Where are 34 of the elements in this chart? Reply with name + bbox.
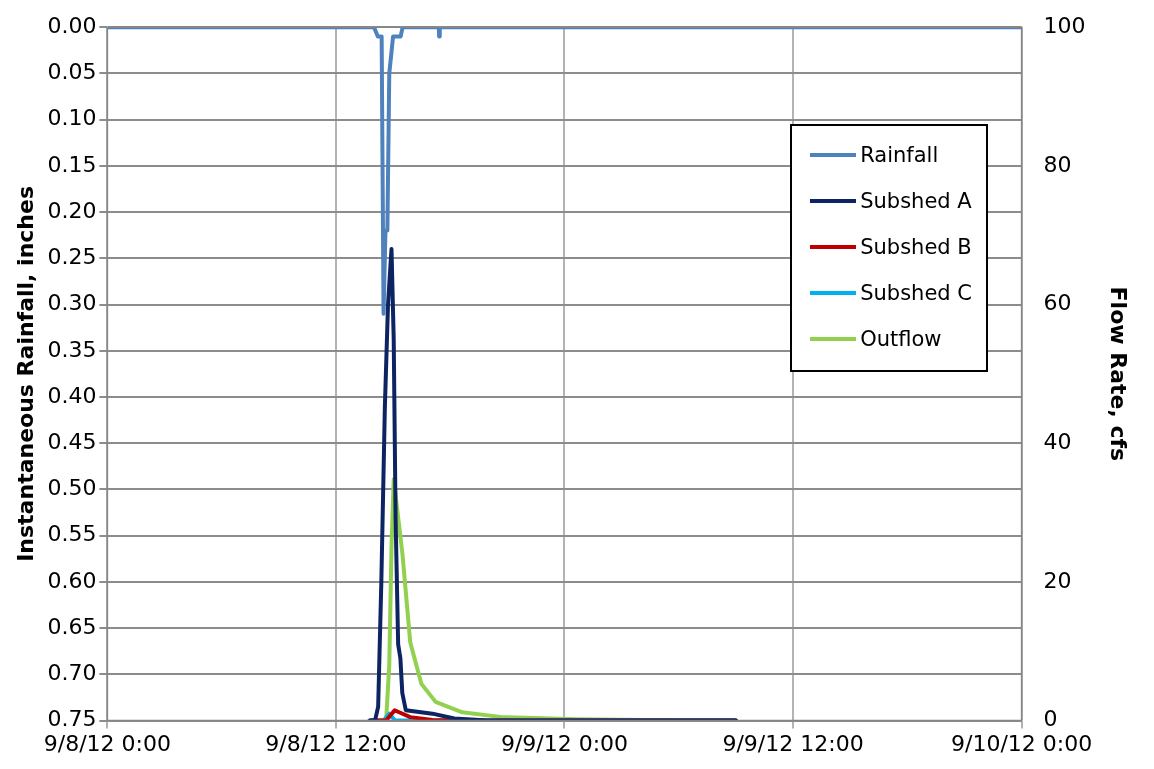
y-tick-label: 0.20 xyxy=(47,197,97,223)
y2-tick-label: 80 xyxy=(1043,151,1072,177)
x-tick-label: 9/8/12 12:00 xyxy=(265,730,407,756)
y-tick-label: 0.40 xyxy=(47,382,97,408)
y-tick-label: 0.55 xyxy=(47,521,97,547)
y-axis-title: Instantaneous Rainfall, inches xyxy=(12,185,38,562)
y-tick-label: 0.05 xyxy=(47,59,97,85)
y2-tick-label: 100 xyxy=(1043,12,1086,38)
y-tick-label: 0.75 xyxy=(47,706,97,732)
legend-label: Rainfall xyxy=(860,143,939,167)
x-tick-label: 9/10/12 0:00 xyxy=(951,730,1093,756)
y2-axis-title: Flow Rate, cfs xyxy=(1106,286,1132,462)
legend-label: Subshed C xyxy=(860,281,972,305)
y-tick-label: 0.45 xyxy=(47,428,97,454)
y2-tick-label: 20 xyxy=(1043,567,1072,593)
y-tick-label: 0.25 xyxy=(47,244,97,270)
y2-tick-label: 0 xyxy=(1043,706,1058,732)
y-tick-label: 0.50 xyxy=(47,475,97,501)
y-tick-label: 0.60 xyxy=(47,567,97,593)
legend-label: Subshed A xyxy=(860,189,972,213)
y-tick-label: 0.00 xyxy=(47,12,97,38)
y-tick-label: 0.35 xyxy=(47,336,97,362)
y-tick-label: 0.30 xyxy=(47,290,97,316)
y2-tick-label: 40 xyxy=(1043,428,1072,454)
y-tick-label: 0.70 xyxy=(47,660,97,686)
legend-label: Outflow xyxy=(860,327,942,351)
x-tick-label: 9/8/12 0:00 xyxy=(43,730,171,756)
y-tick-label: 0.65 xyxy=(47,613,97,639)
x-tick-label: 9/9/12 0:00 xyxy=(500,730,629,756)
y-tick-label: 0.10 xyxy=(47,105,97,131)
y-tick-label: 0.15 xyxy=(47,151,97,177)
legend-label: Subshed B xyxy=(860,235,972,259)
x-tick-label: 9/9/12 12:00 xyxy=(722,730,864,756)
y2-tick-label: 60 xyxy=(1043,290,1072,316)
